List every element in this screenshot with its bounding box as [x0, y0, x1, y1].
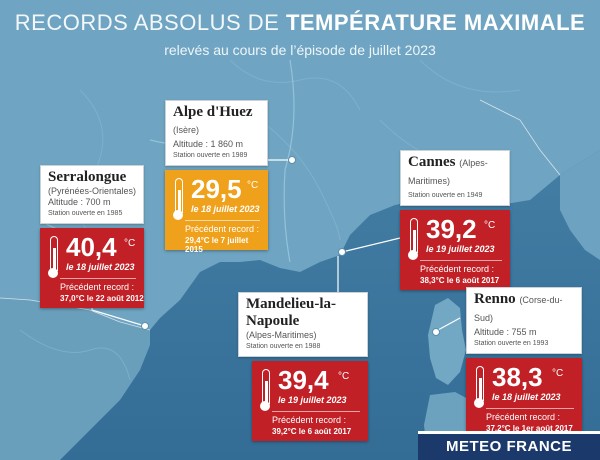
station-region: (Corse-du-Sud): [474, 295, 563, 323]
record-value: 39,2: [426, 214, 477, 244]
station-info: Alpe d'Huez (Isère) Altitude : 1 860 m S…: [165, 100, 268, 166]
brand-strip: [418, 431, 600, 434]
record-date: le 19 juillet 2023: [426, 244, 495, 254]
station-since: Station ouverte en 1989: [173, 152, 248, 159]
previous-record-label: Précédent record :: [486, 412, 561, 422]
record-card: 39,4 °C le 19 juillet 2023 Précédent rec…: [252, 361, 368, 441]
station-info: Serralongue (Pyrénées-Orientales) Altitu…: [40, 165, 144, 224]
land-italy: [560, 150, 600, 260]
station-info: Cannes (Alpes-Maritimes) Station ouverte…: [400, 150, 510, 206]
card-divider: [272, 411, 360, 412]
thermometer-icon: [173, 178, 183, 222]
station-name-text: Cannes: [408, 154, 456, 170]
station-mandelieu: Mandelieu-la-Napoule (Alpes-Maritimes) S…: [238, 292, 368, 441]
location-marker-icon: [141, 322, 149, 330]
record-card: 40,4 °C le 18 juillet 2023 Précédent rec…: [40, 228, 144, 308]
record-unit: °C: [247, 180, 259, 191]
record-value: 39,4: [278, 365, 329, 395]
station-region: (Alpes-Maritimes): [246, 330, 317, 340]
station-since: Station ouverte en 1988: [246, 343, 321, 350]
card-divider: [60, 278, 136, 279]
title-bold: TEMPÉRATURE MAXIMALE: [285, 10, 586, 35]
card-divider: [185, 220, 260, 221]
station-info: Renno (Corse-du-Sud) Altitude : 755 m St…: [466, 287, 582, 354]
station-name: Mandelieu-la-Napoule: [246, 296, 336, 329]
thermometer-icon: [474, 366, 484, 410]
record-unit: °C: [484, 220, 496, 231]
station-altitude: Altitude : 700 m: [48, 197, 111, 207]
station-name-text: Alpe d'Huez: [173, 104, 253, 120]
station-name-text: Renno: [474, 291, 516, 307]
station-since: Station ouverte en 1985: [48, 210, 123, 217]
station-since: Station ouverte en 1949: [408, 192, 483, 199]
station-region: (Pyrénées-Orientales): [48, 186, 137, 196]
record-date: le 18 juillet 2023: [66, 262, 135, 272]
station-serralongue: Serralongue (Pyrénées-Orientales) Altitu…: [40, 165, 144, 308]
station-name: Alpe d'Huez (Isère): [173, 104, 261, 139]
station-altitude: Altitude : 755 m: [474, 327, 537, 337]
station-altitude: Altitude : 1 860 m: [173, 139, 244, 149]
record-card: 29,5 °C le 18 juillet 2023 Précédent rec…: [165, 170, 268, 254]
station-name: Cannes (Alpes-Maritimes): [408, 154, 503, 190]
previous-record-value: 38,3°C le 6 août 2017: [420, 276, 500, 285]
station-since: Station ouverte en 1993: [474, 340, 549, 347]
station-region: (Alpes-Maritimes): [408, 158, 488, 186]
record-card: 39,2 °C le 19 juillet 2023 Précédent rec…: [400, 210, 510, 290]
record-value: 38,3: [492, 362, 543, 392]
record-card: 38,3 °C le 18 juillet 2023 Précédent rec…: [466, 358, 582, 438]
thermometer-icon: [48, 236, 58, 280]
brand-logo: METEO FRANCE: [418, 434, 600, 460]
location-marker-icon: [338, 248, 346, 256]
previous-record-value: 37,0°C le 22 août 2012: [60, 294, 144, 303]
record-date: le 18 juillet 2023: [191, 204, 260, 214]
station-name: Renno (Corse-du-Sud): [474, 291, 575, 327]
station-name: Serralongue: [48, 169, 127, 185]
previous-record-label: Précédent record :: [60, 282, 135, 292]
location-marker-icons: [141, 156, 440, 336]
station-info: Mandelieu-la-Napoule (Alpes-Maritimes) S…: [238, 292, 368, 357]
location-marker-icon: [288, 156, 296, 164]
record-unit: °C: [338, 371, 350, 382]
card-divider: [420, 260, 502, 261]
record-value: 29,5: [191, 174, 242, 204]
record-value: 40,4: [66, 232, 117, 262]
title-light: RECORDS ABSOLUS DE: [14, 10, 280, 35]
page-title: RECORDS ABSOLUS DE TEMPÉRATURE MAXIMALE: [0, 10, 600, 36]
page-subtitle: relevés au cours de l’épisode de juillet…: [164, 42, 436, 58]
record-date: le 19 juillet 2023: [278, 395, 347, 405]
previous-record-value: 39,2°C le 6 août 2017: [272, 427, 352, 436]
station-alpe-dhuez: Alpe d'Huez (Isère) Altitude : 1 860 m S…: [165, 100, 268, 254]
previous-record-label: Précédent record :: [272, 415, 347, 425]
location-marker-icon: [432, 328, 440, 336]
thermometer-icon: [260, 369, 270, 413]
card-divider: [486, 408, 574, 409]
station-region: (Isère): [173, 125, 200, 135]
previous-record-value: 37,2°C le 1er août 2017: [486, 424, 573, 433]
record-unit: °C: [552, 368, 564, 379]
previous-record-value: 29,4°C le 7 juillet 2015: [185, 236, 249, 254]
thermometer-icon: [408, 218, 418, 262]
record-date: le 18 juillet 2023: [492, 392, 561, 402]
record-unit: °C: [124, 238, 136, 249]
previous-record-label: Précédent record :: [185, 224, 260, 234]
land-mainland: [0, 0, 600, 330]
station-renno: Renno (Corse-du-Sud) Altitude : 755 m St…: [466, 287, 582, 438]
previous-record-label: Précédent record :: [420, 264, 495, 274]
station-cannes: Cannes (Alpes-Maritimes) Station ouverte…: [400, 150, 510, 290]
land-spain: [0, 298, 150, 460]
